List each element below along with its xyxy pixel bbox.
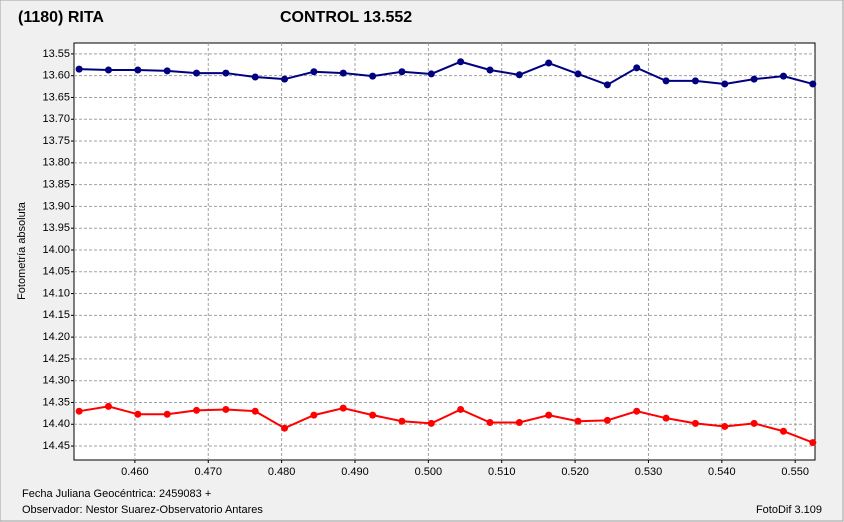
series-line xyxy=(79,60,814,86)
series-line xyxy=(78,405,814,444)
data-point xyxy=(750,75,758,83)
data-point xyxy=(134,66,142,74)
data-point xyxy=(163,410,171,418)
data-point xyxy=(310,411,318,419)
y-tick-label: 13.85 xyxy=(42,179,70,191)
data-point xyxy=(134,410,142,418)
data-point xyxy=(603,81,611,89)
data-point xyxy=(251,407,259,415)
data-point xyxy=(193,69,201,77)
data-point xyxy=(369,72,377,80)
data-point xyxy=(310,68,318,76)
x-tick-label: 0.550 xyxy=(781,466,809,478)
data-point xyxy=(222,69,230,77)
data-point xyxy=(662,77,670,85)
y-tick-label: 13.90 xyxy=(42,200,70,212)
data-point xyxy=(193,406,201,414)
data-point xyxy=(281,75,289,83)
data-point xyxy=(691,419,699,427)
data-point xyxy=(251,73,259,81)
x-tick-label: 0.540 xyxy=(708,466,736,478)
y-tick-label: 14.40 xyxy=(42,418,70,430)
data-point xyxy=(779,427,787,435)
data-point xyxy=(515,419,523,427)
data-point xyxy=(427,419,435,427)
data-point xyxy=(691,77,699,85)
data-point xyxy=(75,407,83,415)
data-point xyxy=(457,405,465,413)
y-tick-label: 14.15 xyxy=(42,309,70,321)
data-point xyxy=(603,416,611,424)
x-tick-label: 0.510 xyxy=(488,466,516,478)
data-point xyxy=(339,69,347,77)
data-point xyxy=(633,64,641,72)
series-title-1: (1180) RITA xyxy=(18,9,104,26)
y-tick-label: 13.55 xyxy=(42,48,70,60)
data-point xyxy=(486,66,494,74)
y-tick-label: 14.05 xyxy=(42,266,70,278)
footer-software: FotoDif 3.109 xyxy=(756,504,822,516)
y-tick-label: 13.65 xyxy=(42,91,70,103)
data-point xyxy=(398,68,406,76)
data-point xyxy=(809,439,817,447)
data-point xyxy=(369,411,377,419)
data-point xyxy=(222,405,230,413)
data-point xyxy=(750,419,758,427)
x-tick-label: 0.490 xyxy=(341,466,369,478)
data-point xyxy=(457,58,465,66)
footer-observer: Observador: Nestor Suarez-Observatorio A… xyxy=(22,504,263,516)
y-tick-label: 14.30 xyxy=(42,375,70,387)
data-point xyxy=(339,404,347,412)
data-point xyxy=(809,80,817,88)
x-tick-label: 0.520 xyxy=(561,466,589,478)
data-point xyxy=(779,72,787,80)
x-tick-label: 0.500 xyxy=(415,466,443,478)
plot-area xyxy=(73,42,816,461)
data-point xyxy=(486,419,494,427)
data-point xyxy=(398,417,406,425)
y-tick-label: 14.25 xyxy=(42,353,70,365)
data-point xyxy=(721,80,729,88)
y-tick-label: 14.45 xyxy=(42,440,70,452)
y-tick-label: 14.35 xyxy=(42,396,70,408)
x-tick-label: 0.530 xyxy=(635,466,663,478)
data-point xyxy=(515,71,523,79)
data-point xyxy=(281,424,289,432)
data-point xyxy=(75,65,83,73)
y-tick-label: 13.75 xyxy=(42,135,70,147)
data-point xyxy=(633,407,641,415)
data-point xyxy=(104,66,112,74)
x-tick-label: 0.480 xyxy=(268,466,296,478)
data-point xyxy=(574,70,582,78)
data-point xyxy=(427,70,435,78)
data-point xyxy=(574,417,582,425)
y-tick-label: 13.60 xyxy=(42,70,70,82)
data-point xyxy=(163,67,171,75)
footer-date: Fecha Juliana Geocéntrica: 2459083 + xyxy=(22,488,211,500)
series-title-2: CONTROL 13.552 xyxy=(280,9,412,26)
y-tick-label: 13.80 xyxy=(42,157,70,169)
y-tick-label: 14.20 xyxy=(42,331,70,343)
data-point xyxy=(545,411,553,419)
data-point xyxy=(104,402,112,410)
x-tick-label: 0.460 xyxy=(121,466,149,478)
y-tick-label: 13.95 xyxy=(42,222,70,234)
y-tick-label: 14.10 xyxy=(42,287,70,299)
data-point xyxy=(721,422,729,430)
y-axis-label: Fotometría absoluta xyxy=(16,201,28,300)
data-point xyxy=(545,59,553,67)
data-point xyxy=(662,414,670,422)
y-tick-label: 13.70 xyxy=(42,113,70,125)
y-tick-label: 14.00 xyxy=(42,244,70,256)
x-tick-label: 0.470 xyxy=(194,466,222,478)
